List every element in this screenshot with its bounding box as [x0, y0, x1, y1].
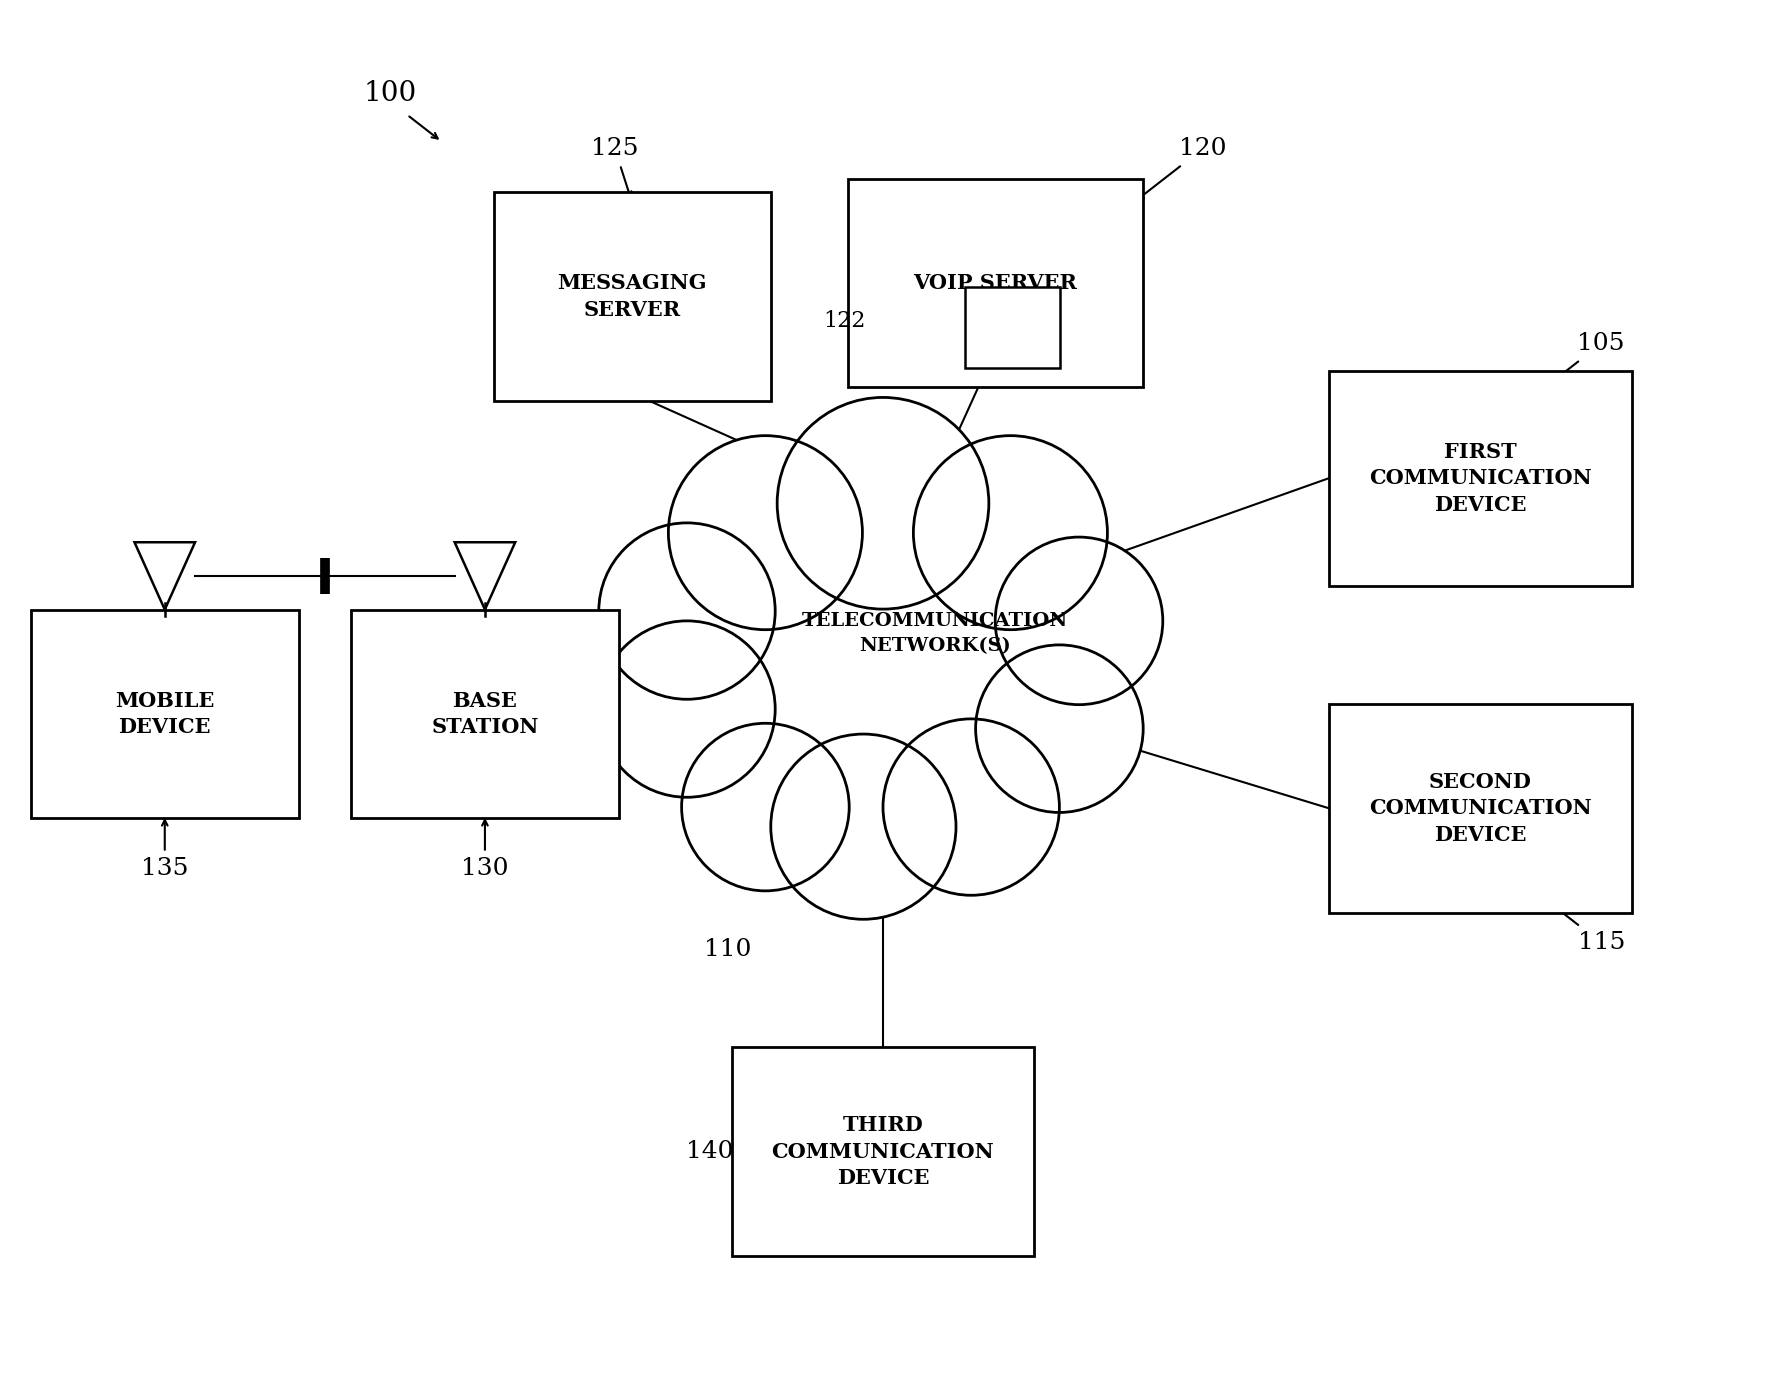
- Text: 115: 115: [1577, 932, 1625, 955]
- Text: 105: 105: [1577, 333, 1625, 354]
- Ellipse shape: [883, 719, 1060, 896]
- Ellipse shape: [975, 644, 1143, 812]
- Text: 110: 110: [703, 938, 751, 962]
- Text: SECOND
COMMUNICATION
DEVICE: SECOND COMMUNICATION DEVICE: [1369, 772, 1591, 845]
- Bar: [848, 179, 1143, 387]
- Ellipse shape: [668, 436, 862, 629]
- Text: 122: 122: [823, 309, 865, 331]
- Bar: [493, 192, 770, 401]
- Text: BASE
STATION: BASE STATION: [431, 691, 539, 736]
- Text: MOBILE
DEVICE: MOBILE DEVICE: [115, 691, 214, 736]
- Text: THIRD
COMMUNICATION
DEVICE: THIRD COMMUNICATION DEVICE: [772, 1116, 994, 1189]
- Text: FIRST
COMMUNICATION
DEVICE: FIRST COMMUNICATION DEVICE: [1369, 442, 1591, 515]
- Bar: [731, 1047, 1035, 1256]
- Bar: [1328, 371, 1632, 585]
- Bar: [966, 287, 1060, 368]
- Ellipse shape: [996, 537, 1162, 705]
- Ellipse shape: [913, 436, 1107, 629]
- Text: TELECOMMUNICATION
NETWORK(S): TELECOMMUNICATION NETWORK(S): [802, 611, 1068, 654]
- Text: VOIP SERVER: VOIP SERVER: [913, 273, 1077, 293]
- Text: 120: 120: [1180, 137, 1227, 159]
- Text: MESSAGING
SERVER: MESSAGING SERVER: [558, 273, 706, 320]
- Text: 125: 125: [592, 137, 639, 159]
- Text: 130: 130: [461, 857, 509, 881]
- Ellipse shape: [599, 621, 775, 797]
- Ellipse shape: [599, 523, 775, 699]
- Ellipse shape: [770, 734, 955, 919]
- Text: 135: 135: [141, 857, 189, 881]
- Ellipse shape: [682, 723, 849, 890]
- Bar: [351, 610, 620, 819]
- Bar: [1328, 703, 1632, 912]
- Bar: [30, 610, 298, 819]
- Text: 140: 140: [687, 1140, 733, 1162]
- Text: 100: 100: [364, 80, 417, 107]
- Ellipse shape: [777, 397, 989, 609]
